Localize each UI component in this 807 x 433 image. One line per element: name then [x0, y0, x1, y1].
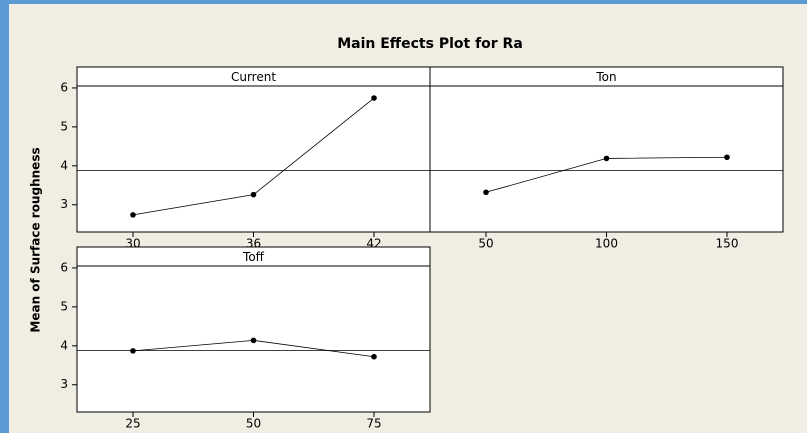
- data-point: [250, 191, 257, 198]
- y-tick-label: 5: [60, 119, 68, 133]
- panel-title: Ton: [595, 70, 616, 84]
- data-point: [371, 95, 377, 101]
- data-point: [250, 337, 257, 344]
- panel-title: Toff: [242, 250, 265, 264]
- data-point: [130, 212, 136, 218]
- plot-area: [76, 66, 431, 233]
- y-tick-label: 5: [60, 299, 68, 313]
- x-tick-label: 50: [246, 417, 261, 431]
- data-point: [603, 155, 610, 162]
- x-tick-label: 150: [716, 237, 739, 251]
- x-tick-label: 50: [478, 237, 493, 251]
- x-tick-label: 100: [595, 237, 618, 251]
- x-tick-label: 75: [366, 417, 381, 431]
- y-axis-label: Mean of Surface roughness: [29, 147, 43, 332]
- frame-top: [0, 0, 807, 4]
- frame-left: [0, 0, 9, 433]
- y-tick-label: 6: [60, 260, 68, 274]
- data-point: [130, 348, 136, 354]
- chart-title: Main Effects Plot for Ra: [337, 36, 523, 52]
- y-tick-label: 4: [60, 158, 68, 172]
- data-point: [483, 189, 489, 196]
- data-point: [371, 353, 377, 360]
- data-point: [724, 154, 730, 161]
- plot-area: [76, 246, 431, 413]
- plot-area: [429, 66, 784, 233]
- x-tick-label: 25: [125, 417, 140, 431]
- y-tick-label: 3: [60, 377, 68, 391]
- y-tick-label: 3: [60, 197, 68, 211]
- y-tick-label: 4: [60, 338, 68, 352]
- panel-title: Current: [231, 70, 276, 84]
- y-tick-label: 6: [60, 80, 68, 94]
